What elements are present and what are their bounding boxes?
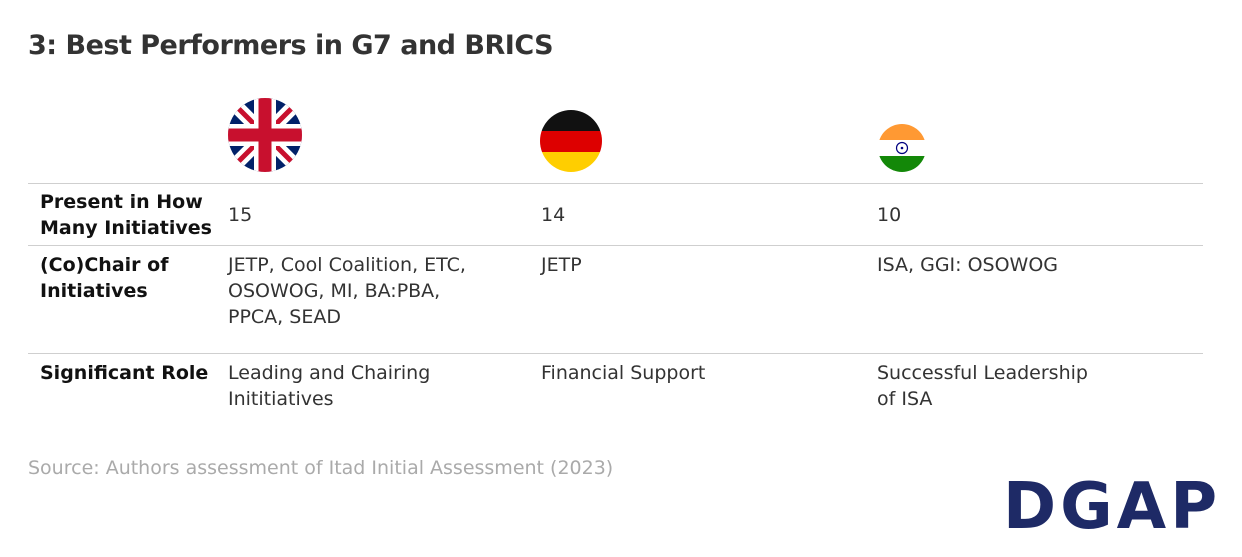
row-divider [28,245,1203,246]
table-cell: Leading and Chairing [228,362,431,384]
flag-india [878,124,926,172]
table-cell: 15 [228,204,253,226]
table-cell: Inititiatives [228,388,334,410]
row-label: (Co)Chair of [40,254,169,276]
flag-uk [228,98,302,172]
flag-germany [540,110,602,172]
table-cell: 10 [877,204,902,226]
row-label: Initiatives [40,280,148,302]
table-cell: PPCA, SEAD [228,306,341,328]
row-label: Many Initiatives [40,217,212,239]
table-cell: ISA, GGI: OSOWOG [877,254,1059,276]
row-divider [28,183,1203,184]
row-divider [28,353,1203,354]
table-cell: 14 [541,204,566,226]
table-cell: Successful Leadership [877,362,1088,384]
table-cell: JETP [541,254,582,276]
logo: DGAP [1003,470,1222,544]
row-label: Significant Role [40,362,209,384]
row-label: Present in How [40,191,203,213]
table-cell: of ISA [877,388,933,410]
table-cell: OSOWOG, MI, BA:PBA, [228,280,441,302]
title: 3: Best Performers in G7 and BRICS [28,30,554,61]
table-cell: JETP, Cool Coalition, ETC, [228,254,466,276]
source-note: Source: Authors assessment of Itad Initi… [28,457,614,479]
table-cell: Financial Support [541,362,706,384]
